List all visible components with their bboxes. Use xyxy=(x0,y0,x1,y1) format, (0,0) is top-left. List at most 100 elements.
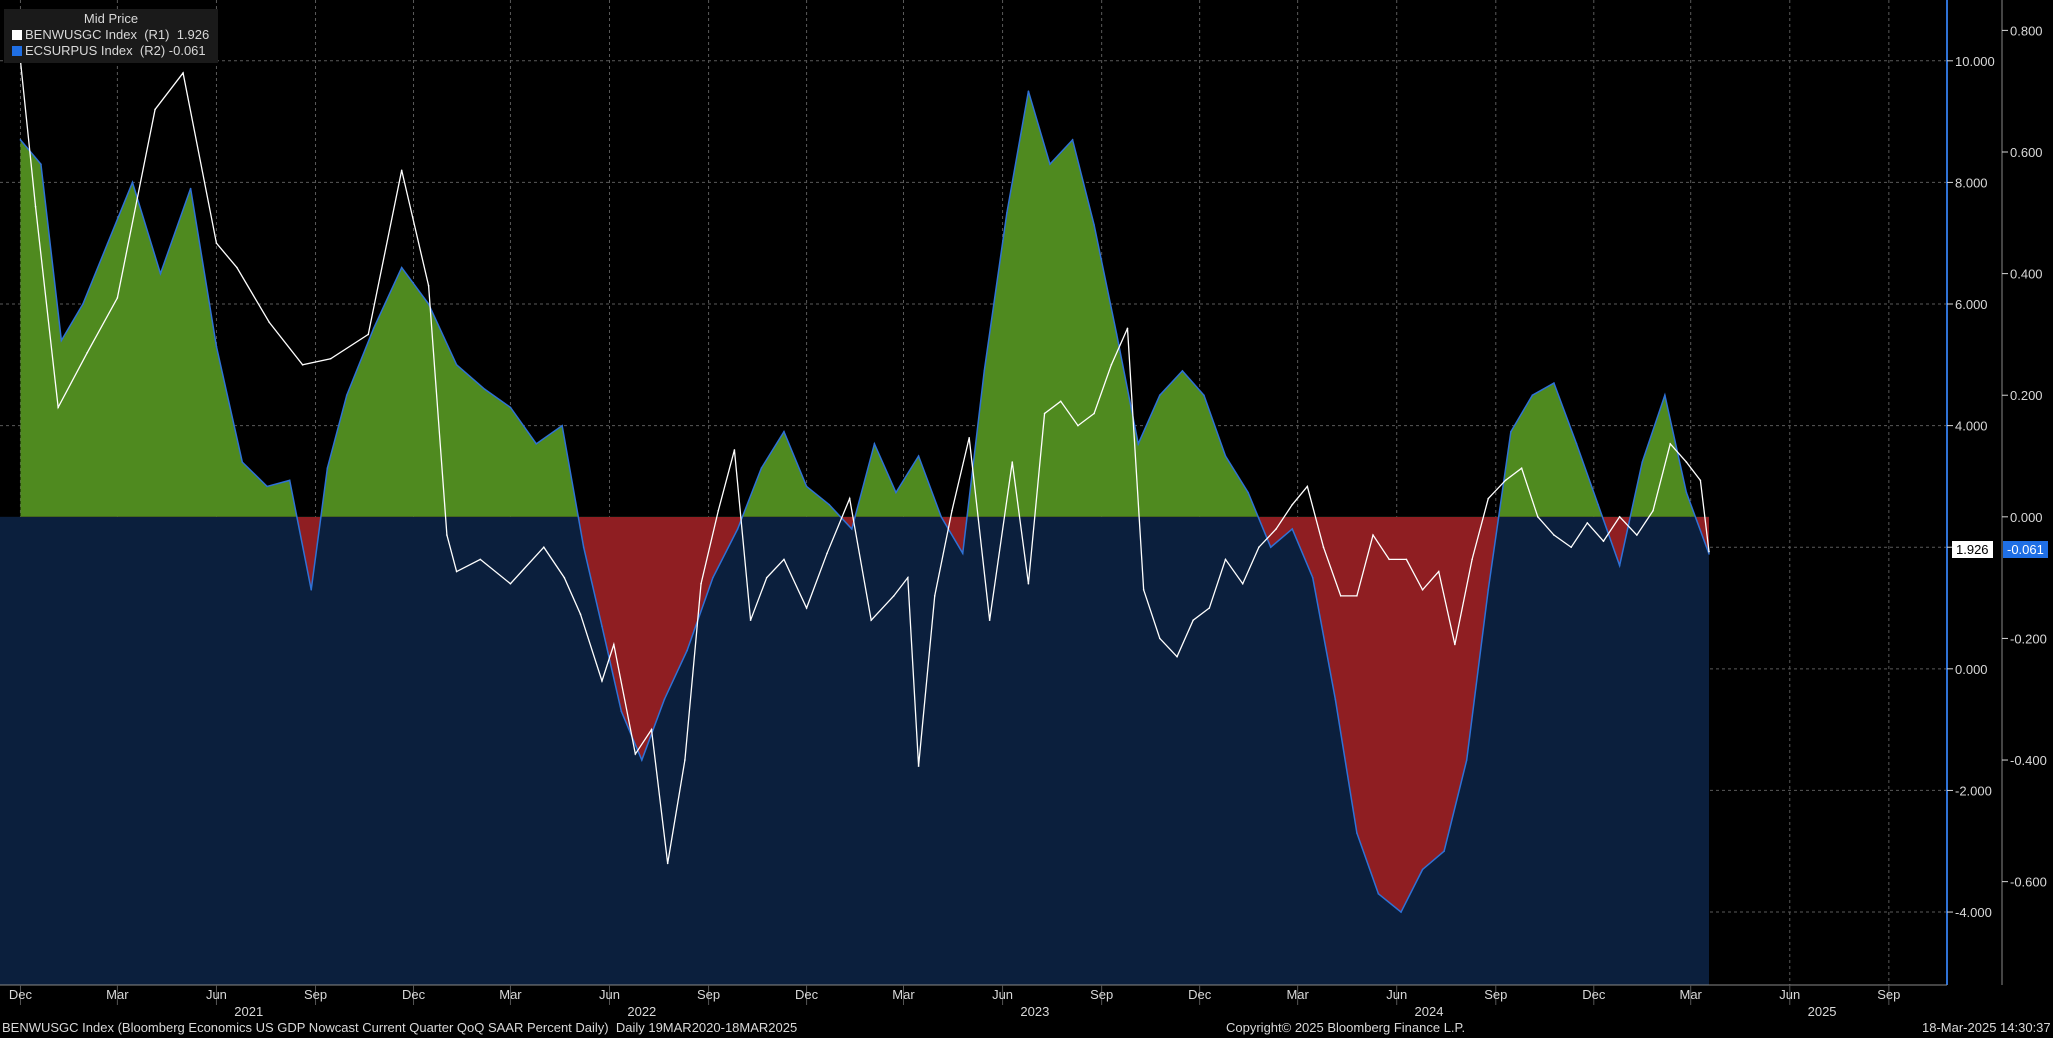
r1-point xyxy=(783,558,785,561)
r2-point xyxy=(961,552,964,555)
r1-point xyxy=(988,619,991,621)
r2-point xyxy=(310,588,313,591)
r1-point xyxy=(1553,534,1555,536)
r1-point xyxy=(509,582,512,585)
r2-point xyxy=(1137,443,1140,445)
x-tick-label-year: 2021 xyxy=(234,1004,263,1019)
r2-point xyxy=(686,649,688,652)
r2-point xyxy=(1334,698,1337,701)
legend-series-name: ECSURPUS Index (R2) xyxy=(25,43,166,58)
r2-point xyxy=(1618,564,1621,567)
r2-point xyxy=(895,491,897,494)
r2-point xyxy=(1071,139,1074,141)
x-tick-label-year: 2023 xyxy=(1020,1004,1049,1019)
r2-point xyxy=(561,424,563,427)
r1-point xyxy=(666,862,669,865)
r1-point xyxy=(268,321,271,324)
r1-point xyxy=(1504,479,1507,482)
r2-point xyxy=(828,503,830,506)
r1-point xyxy=(301,364,304,366)
r2-point xyxy=(400,266,403,269)
r1-point xyxy=(446,534,448,536)
r1-point xyxy=(1224,558,1227,561)
r2-point xyxy=(427,303,430,305)
r1-point xyxy=(215,242,218,245)
r2-point xyxy=(106,242,109,245)
r1-point xyxy=(848,497,851,500)
r2-point xyxy=(851,528,853,530)
x-tick-label-month: Dec xyxy=(1582,987,1606,1002)
r2-point xyxy=(983,370,986,372)
r2-point xyxy=(1115,333,1118,336)
legend-swatch-white xyxy=(12,30,22,40)
x-tick-label-month: Mar xyxy=(499,987,522,1002)
x-tick-label-month: Dec xyxy=(795,987,819,1002)
r1-point xyxy=(1322,546,1325,549)
r2-point xyxy=(1510,430,1512,433)
r2-tick-label: -0.400 xyxy=(2010,753,2047,768)
r2-point xyxy=(582,546,585,549)
legend-series-last: 1.926 xyxy=(176,27,210,42)
r1-point xyxy=(733,449,736,451)
r2-point xyxy=(1377,892,1380,895)
r2-point xyxy=(1203,394,1205,397)
r2-point xyxy=(1006,212,1008,214)
r2-point xyxy=(288,479,291,482)
r1-point xyxy=(1652,509,1654,512)
r1-tick-label: -2.000 xyxy=(1955,783,1992,798)
r1-point xyxy=(1708,550,1710,553)
x-tick-label-month: Mar xyxy=(1286,987,1309,1002)
r2-point xyxy=(1400,911,1402,913)
r1-point xyxy=(1388,558,1390,561)
r1-tick-label: 6.000 xyxy=(1955,297,1988,312)
r2-point xyxy=(1443,850,1445,853)
r2-point xyxy=(266,485,268,488)
r1-point xyxy=(116,297,119,299)
axes: 10.0008.0006.0004.0002.0000.000-2.000-4.… xyxy=(0,0,2047,1019)
r2-tick-label: 0.000 xyxy=(2010,510,2043,525)
r1-point xyxy=(634,753,637,755)
r2-point xyxy=(873,443,876,445)
r1-point xyxy=(1126,327,1129,330)
x-tick-label-month: Jun xyxy=(992,987,1013,1002)
r1-point xyxy=(57,406,59,409)
r1-point xyxy=(601,680,603,682)
r1-point xyxy=(1059,400,1062,403)
r1-point xyxy=(427,284,430,287)
r1-point xyxy=(367,333,370,336)
r2-point xyxy=(1487,588,1490,591)
r1-point xyxy=(1487,497,1490,500)
r2-point xyxy=(60,339,63,342)
r2-point xyxy=(1311,576,1314,579)
r1-point xyxy=(182,72,184,74)
r1-point xyxy=(968,436,970,439)
r1-point xyxy=(1208,607,1211,609)
r1-point xyxy=(1586,522,1589,524)
r1-point xyxy=(236,266,238,269)
r1-point xyxy=(1685,461,1688,463)
r1-point xyxy=(154,108,156,111)
r2-point xyxy=(1641,461,1644,463)
r1-point xyxy=(455,570,458,573)
legend: Mid Price BENWUSGC Index (R1) 1.926 ECSU… xyxy=(4,9,218,63)
r1-point xyxy=(1043,412,1046,415)
last-value-tag-r1: 1.926 xyxy=(1952,541,1993,558)
r2-point xyxy=(455,364,458,366)
x-tick-label-year: 2024 xyxy=(1415,1004,1444,1019)
r2-point xyxy=(1664,394,1666,397)
r2-tick-label: 0.400 xyxy=(2010,267,2043,282)
x-tick-label-month: Mar xyxy=(892,987,915,1002)
r1-point xyxy=(1421,588,1424,591)
r1-point xyxy=(1437,570,1440,573)
r2-tick-label: 0.800 xyxy=(2010,23,2043,38)
r2-point xyxy=(159,272,162,275)
series-areas xyxy=(0,91,1710,985)
r1-tick-label: -4.000 xyxy=(1955,905,1992,920)
r1-point xyxy=(1405,558,1408,561)
r1-point xyxy=(1093,412,1095,415)
r1-point xyxy=(700,582,702,585)
r2-point xyxy=(1247,491,1249,494)
r1-point xyxy=(86,351,89,354)
r2-point xyxy=(917,455,920,457)
